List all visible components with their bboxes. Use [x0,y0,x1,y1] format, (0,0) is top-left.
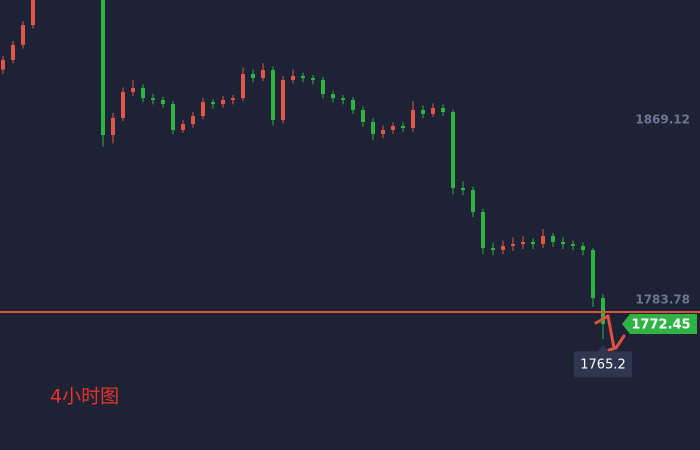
candle-body [311,78,315,80]
candle-body [471,190,475,213]
candle-body [281,79,285,121]
candle-body [241,74,245,99]
candle-body [131,87,135,92]
candle-body [451,112,455,188]
candle-body [521,241,525,245]
arrow-stroke [606,314,626,352]
candle-body [531,241,535,245]
y-tick-label: 1869.12 [635,113,690,127]
candle-body [371,121,375,134]
candle-body [101,0,105,136]
candle-body [581,245,585,250]
candle-body [381,129,385,134]
candle-body [201,102,205,117]
candle-body [331,94,335,99]
candle-body [121,91,125,118]
candle-body [301,75,305,79]
candle-body [211,102,215,105]
candle-body [481,212,485,249]
candle-body [221,100,225,105]
candle-body [291,75,295,80]
candle-body [431,108,435,114]
candle-body [11,44,15,60]
candle-body [171,104,175,130]
candle-body [601,298,605,324]
candle-body [561,241,565,245]
low-marker-label: 1765.2 [580,358,626,373]
candle-body [501,245,505,250]
candle-body [31,0,35,26]
candle-body [351,100,355,110]
candle-body [261,70,265,79]
candle-body [271,70,275,121]
candle-body [341,98,345,100]
candle-body [161,100,165,105]
low-marker-pointer [598,344,608,352]
candle-body [151,98,155,100]
candle-body [251,74,255,79]
candle-body [571,244,575,246]
last-price-label: 1772.45 [631,317,690,332]
chart-annotation: 4小时图 [50,386,119,408]
candle-body [461,187,465,191]
hand-drawn-arrows [594,314,626,352]
candle-body [191,116,195,125]
arrow-stroke [594,314,610,325]
candle-body [181,124,185,130]
candle-body [231,98,235,100]
y-tick-label: 1783.78 [635,293,690,307]
candle-body [421,109,425,114]
candle-body [401,125,405,129]
candle-body [441,108,445,113]
candle-body [591,250,595,299]
candle-body [21,25,25,45]
candle-body [1,59,5,70]
low-marker-box [574,351,632,378]
candle-body [391,125,395,130]
candle-body [491,248,495,250]
candle-body [141,87,145,99]
candle-body [111,117,115,136]
candle-body [361,109,365,122]
last-price-tag [622,313,697,334]
candle-body [411,109,415,129]
candle-body [551,236,555,242]
candle-body [511,244,515,246]
candle-body [541,236,545,245]
candles [1,0,605,340]
candle-body [321,79,325,95]
